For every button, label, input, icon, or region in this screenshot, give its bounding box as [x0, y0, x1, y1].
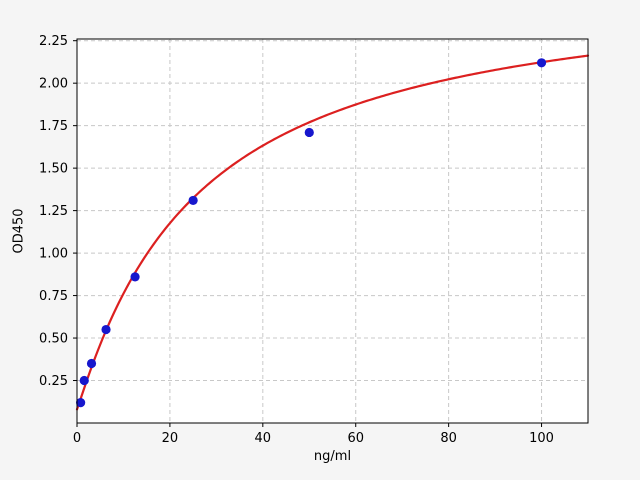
y-tick-label: 1.25: [39, 204, 68, 219]
data-point: [101, 324, 111, 335]
x-tick-label: 20: [162, 431, 179, 446]
y-tick-label: 1.00: [39, 247, 68, 262]
plot-area: [77, 39, 588, 423]
data-point: [76, 398, 86, 408]
x-tick-label: 40: [255, 431, 272, 446]
data-point: [188, 195, 198, 206]
plot-border: [76, 38, 589, 424]
y-axis-label: OD450: [11, 208, 27, 254]
y-tick-label: 2.25: [39, 34, 68, 49]
y-tick-label: 0.25: [39, 374, 68, 389]
x-axis-label: ng/ml: [313, 449, 352, 464]
y-tick-label: 1.75: [39, 119, 68, 134]
y-tick-label: 2.00: [39, 77, 68, 92]
data-point: [130, 272, 140, 282]
data-point: [536, 58, 547, 68]
data-point: [86, 358, 97, 369]
data-point: [304, 127, 314, 138]
x-tick-label: 80: [440, 431, 457, 446]
x-tick-label: 0: [73, 431, 81, 446]
y-tick-label: 0.50: [39, 332, 68, 347]
data-point: [79, 375, 89, 386]
y-tick-label: 0.75: [39, 289, 68, 304]
x-tick-label: 100: [529, 431, 554, 446]
y-tick-label: 1.50: [39, 162, 68, 177]
x-tick-label: 60: [347, 431, 364, 446]
fit-curve-line: [75, 54, 590, 411]
